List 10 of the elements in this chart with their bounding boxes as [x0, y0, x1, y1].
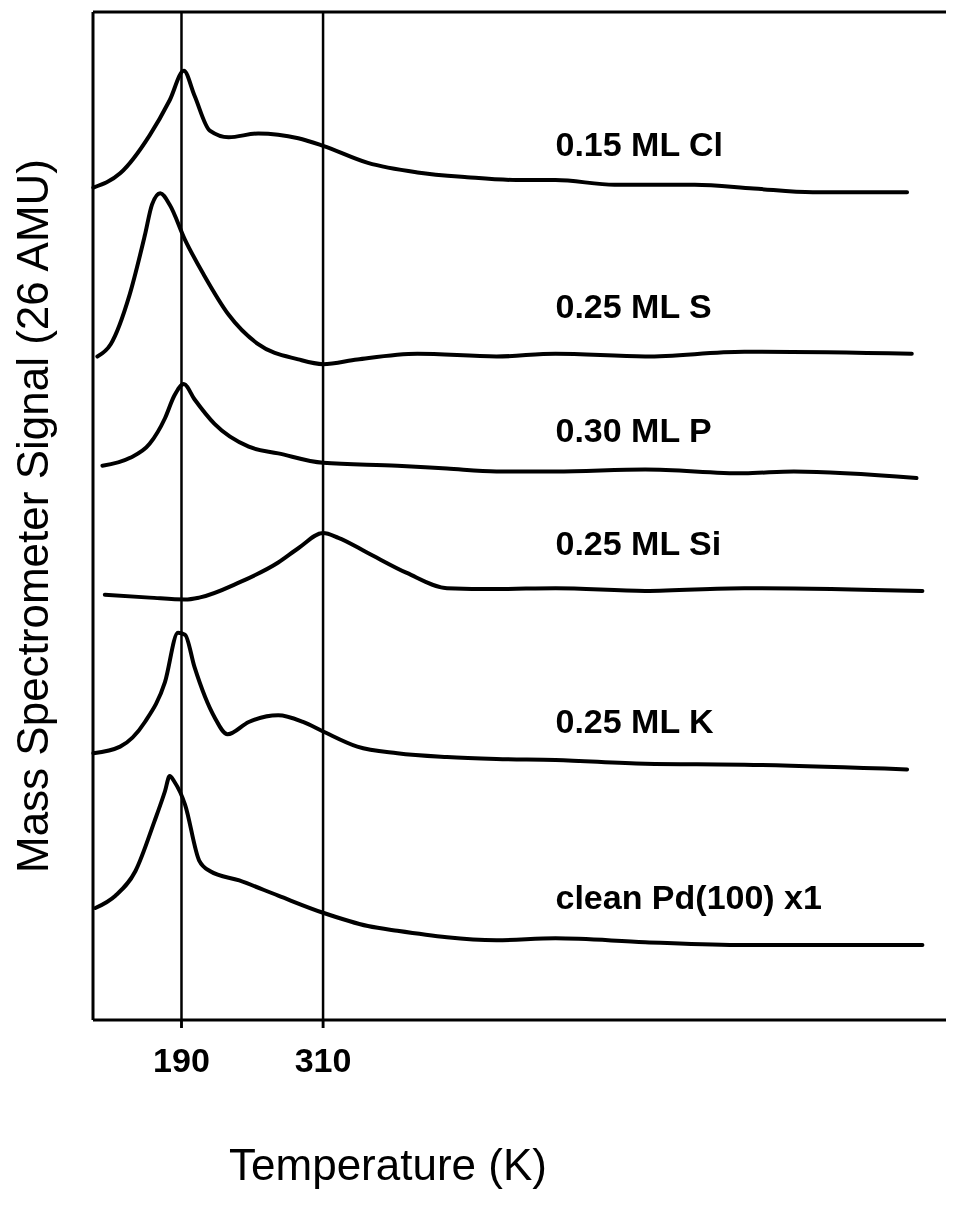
- y-axis-title: Mass Spectrometer Signal (26 AMU): [8, 158, 57, 874]
- series-label: clean Pd(100) x1: [555, 878, 822, 917]
- series-label: 0.15 ML Cl: [555, 125, 724, 164]
- series-label: 0.30 ML P: [555, 411, 712, 450]
- series-label: 0.25 ML K: [555, 702, 715, 741]
- x-axis-title: Temperature (K): [229, 1140, 547, 1189]
- x-tick-label: 310: [294, 1041, 352, 1079]
- series-label: 0.25 ML S: [555, 286, 712, 325]
- series-label: 0.25 ML Si: [555, 523, 722, 562]
- x-tick-label: 190: [153, 1041, 210, 1079]
